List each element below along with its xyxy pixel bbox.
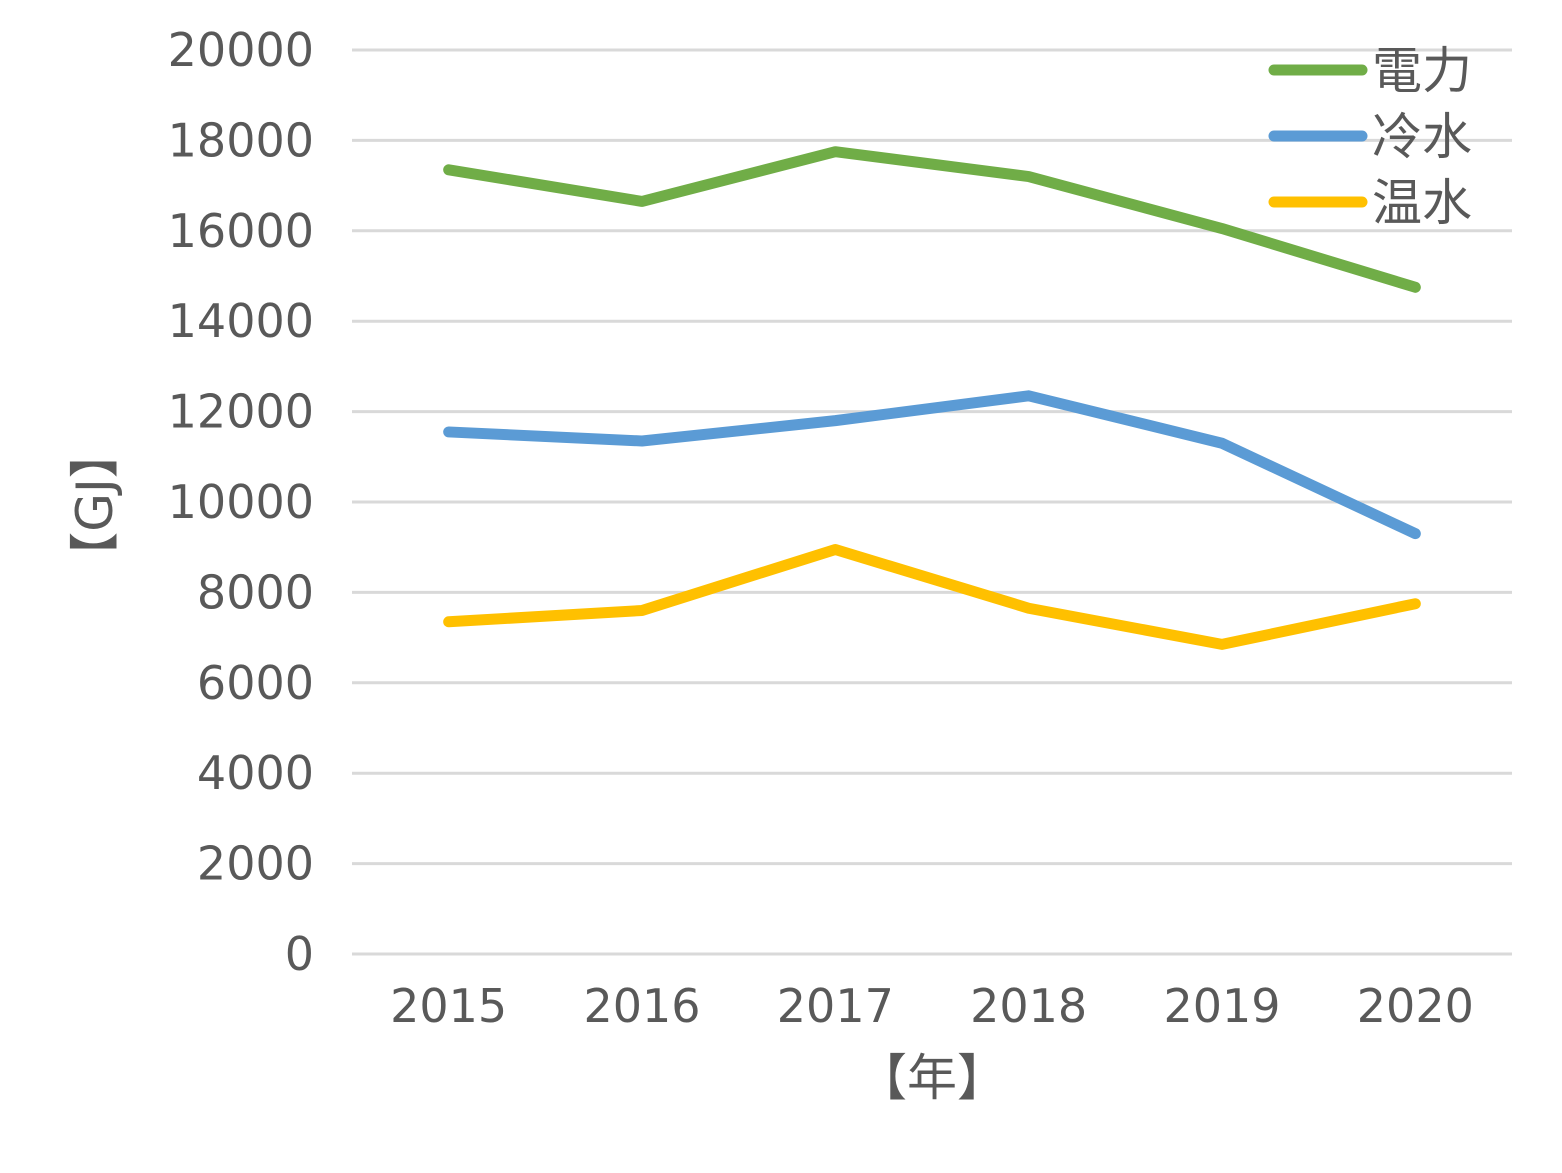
x-axis-tick-labels: 2015 2016 2017 2018 2019 2020 [390,979,1474,1033]
x-tick-label: 2015 [390,979,507,1033]
y-tick-label: 18000 [168,113,314,167]
x-tick-label: 2018 [970,979,1087,1033]
y-tick-label: 10000 [168,475,314,529]
y-axis-title: 【GJ】 [66,428,124,582]
y-tick-label: 16000 [168,204,314,258]
y-tick-label: 12000 [168,385,314,439]
x-tick-label: 2020 [1357,979,1474,1033]
y-tick-label: 4000 [197,746,314,800]
series-line-1 [443,390,1421,540]
legend-label: 電力 [1372,42,1472,100]
legend-label: 温水 [1372,174,1472,232]
y-tick-label: 8000 [197,565,314,619]
y-tick-label: 6000 [197,656,314,710]
y-tick-label: 2000 [197,837,314,891]
y-tick-label: 20000 [168,23,314,77]
y-tick-label: 0 [285,927,314,981]
legend-label: 冷水 [1372,108,1472,166]
series-lines [443,146,1421,650]
y-tick-label: 14000 [168,294,314,348]
series-line-0 [443,146,1421,293]
x-tick-label: 2019 [1163,979,1280,1033]
y-axis-tick-labels: 0 2000 4000 6000 8000 10000 12000 14000 16000 180… [168,23,314,981]
series-line-2 [443,543,1421,650]
x-tick-label: 2017 [777,979,894,1033]
x-axis-title: 【年】 [857,1049,1007,1107]
x-tick-label: 2016 [583,979,700,1033]
